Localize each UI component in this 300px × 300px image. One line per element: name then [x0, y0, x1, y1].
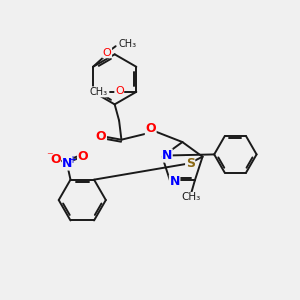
- Text: O: O: [96, 130, 106, 143]
- Text: CH₃: CH₃: [89, 87, 107, 97]
- Text: N: N: [169, 175, 180, 188]
- Text: CH₃: CH₃: [181, 193, 200, 202]
- Text: +: +: [68, 155, 76, 165]
- Text: O: O: [103, 48, 112, 58]
- Text: CH₃: CH₃: [118, 39, 136, 49]
- Text: N: N: [162, 149, 172, 162]
- Text: S: S: [186, 157, 195, 170]
- Text: O: O: [78, 151, 88, 164]
- Text: O: O: [50, 153, 61, 166]
- Text: O: O: [146, 122, 156, 135]
- Text: N: N: [62, 157, 73, 170]
- Text: ⁻: ⁻: [46, 150, 53, 163]
- Text: O: O: [115, 86, 124, 96]
